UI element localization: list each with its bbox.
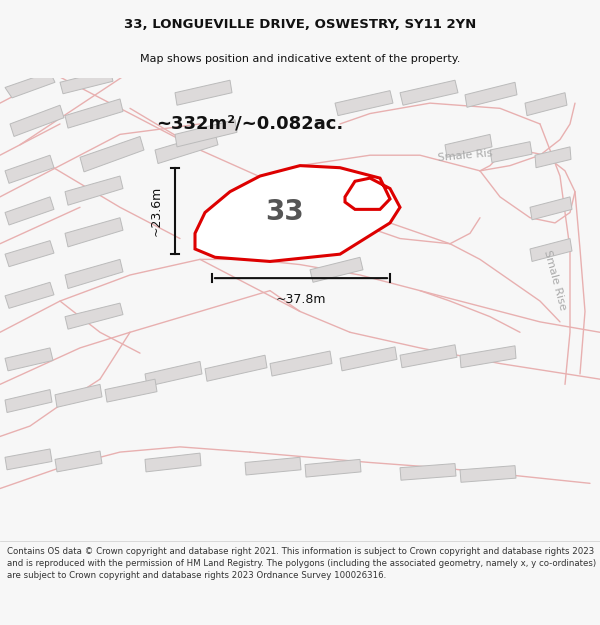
- Polygon shape: [445, 134, 492, 158]
- Polygon shape: [400, 80, 458, 105]
- Polygon shape: [80, 136, 144, 172]
- Polygon shape: [535, 147, 571, 168]
- Polygon shape: [5, 348, 53, 371]
- Polygon shape: [305, 459, 361, 477]
- Text: ~23.6m: ~23.6m: [150, 186, 163, 236]
- Polygon shape: [5, 72, 55, 98]
- Polygon shape: [460, 346, 516, 368]
- Polygon shape: [5, 389, 52, 412]
- Polygon shape: [340, 347, 397, 371]
- Text: ~37.8m: ~37.8m: [276, 292, 326, 306]
- Polygon shape: [10, 105, 64, 136]
- Polygon shape: [5, 155, 54, 183]
- Polygon shape: [5, 449, 52, 470]
- Polygon shape: [530, 197, 572, 220]
- Polygon shape: [270, 351, 332, 376]
- Polygon shape: [105, 379, 157, 402]
- Polygon shape: [400, 464, 456, 480]
- Polygon shape: [460, 466, 516, 482]
- Polygon shape: [65, 99, 123, 128]
- Polygon shape: [195, 166, 400, 261]
- Polygon shape: [530, 239, 572, 261]
- Polygon shape: [400, 345, 457, 368]
- Text: Contains OS data © Crown copyright and database right 2021. This information is : Contains OS data © Crown copyright and d…: [7, 548, 596, 580]
- Text: 33, LONGUEVILLE DRIVE, OSWESTRY, SY11 2YN: 33, LONGUEVILLE DRIVE, OSWESTRY, SY11 2Y…: [124, 19, 476, 31]
- Polygon shape: [335, 91, 393, 116]
- Polygon shape: [65, 259, 123, 289]
- Polygon shape: [5, 197, 54, 225]
- Polygon shape: [155, 132, 218, 164]
- Polygon shape: [55, 384, 102, 408]
- Polygon shape: [205, 355, 267, 381]
- Polygon shape: [145, 361, 202, 386]
- Polygon shape: [175, 80, 232, 105]
- Polygon shape: [65, 176, 123, 205]
- Text: ~332m²/~0.082ac.: ~332m²/~0.082ac.: [157, 115, 344, 133]
- Polygon shape: [65, 217, 123, 247]
- Text: 33: 33: [266, 199, 304, 226]
- Polygon shape: [55, 451, 102, 472]
- Polygon shape: [60, 70, 113, 94]
- Text: Smale Rise: Smale Rise: [542, 249, 568, 311]
- Polygon shape: [525, 92, 567, 116]
- Polygon shape: [145, 453, 201, 472]
- Polygon shape: [245, 458, 301, 475]
- Polygon shape: [5, 282, 54, 308]
- Polygon shape: [310, 174, 363, 199]
- Polygon shape: [490, 142, 532, 162]
- Text: Smale Ris: Smale Ris: [437, 148, 493, 162]
- Text: Map shows position and indicative extent of the property.: Map shows position and indicative extent…: [140, 54, 460, 64]
- Polygon shape: [175, 120, 237, 147]
- Polygon shape: [5, 241, 54, 267]
- Polygon shape: [310, 216, 363, 241]
- Polygon shape: [65, 303, 123, 329]
- Polygon shape: [465, 82, 517, 107]
- Polygon shape: [310, 258, 363, 282]
